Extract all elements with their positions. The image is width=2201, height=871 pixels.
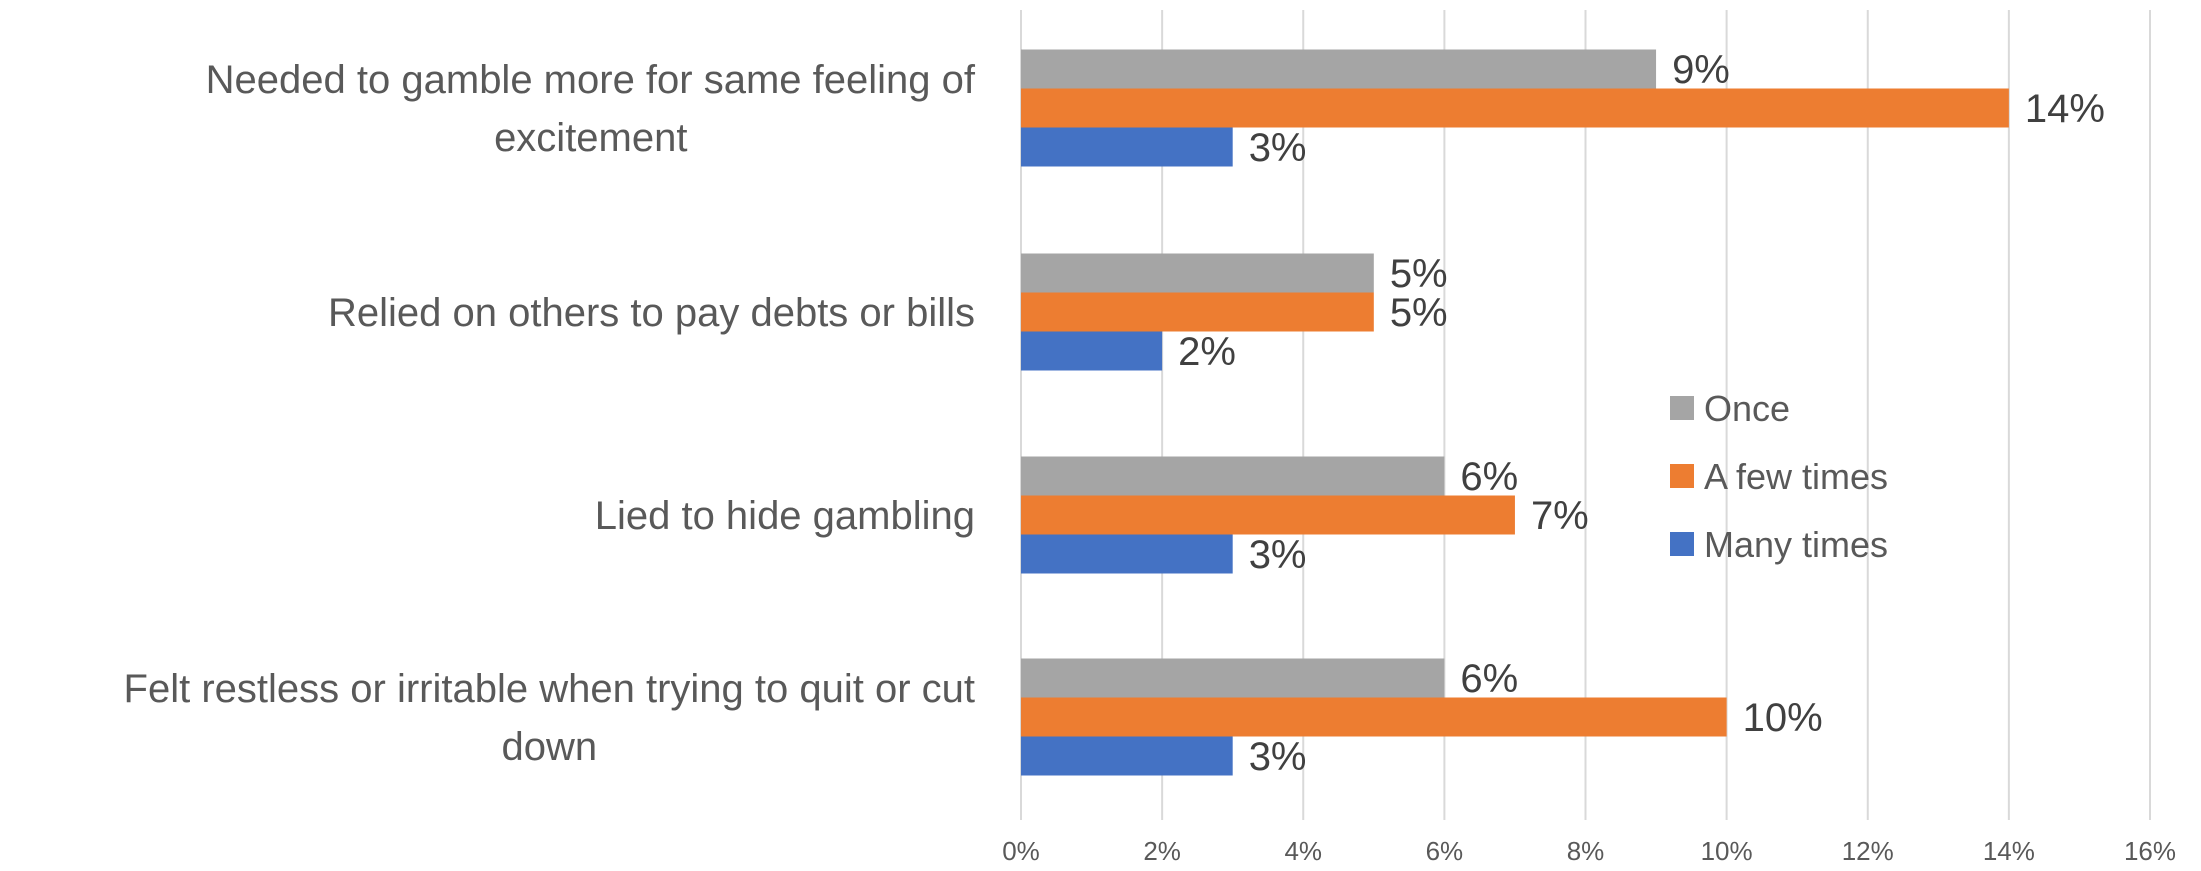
x-tick-label: 14% — [1983, 836, 2035, 866]
bar-many-times-0 — [1021, 127, 1233, 167]
category-label: Needed to gamble more for same feeling o… — [206, 58, 976, 102]
x-tick-label: 2% — [1143, 836, 1181, 866]
x-axis-tick-labels: 0% 2% 4% 6% 8% 10% 12% 14% 16% — [1002, 836, 2176, 866]
category-label: excitement — [494, 116, 687, 160]
legend-label: A few times — [1704, 456, 1888, 497]
x-tick-label: 6% — [1426, 836, 1464, 866]
legend-label: Once — [1704, 388, 1790, 429]
data-label: 3% — [1249, 533, 1307, 577]
category-label: Relied on others to pay debts or bills — [328, 291, 975, 335]
category-label: down — [501, 725, 597, 769]
data-label: 7% — [1531, 494, 1589, 538]
data-label: 9% — [1672, 48, 1730, 92]
data-labels: 9% 14% 3% 5%5% 2% 6% 7% 3% 6% 10% 3% — [1178, 48, 2105, 779]
legend-swatch — [1670, 396, 1694, 420]
bars — [1021, 49, 2009, 776]
x-tick-label: 16% — [2124, 836, 2176, 866]
data-label: 6% — [1460, 657, 1518, 701]
bar-once-2 — [1021, 456, 1445, 496]
bar-a-few-times-3 — [1021, 697, 1727, 737]
bar-a-few-times-0 — [1021, 88, 2009, 128]
legend-swatch — [1670, 532, 1694, 556]
data-label: 3% — [1249, 126, 1307, 170]
bar-once-0 — [1021, 49, 1657, 89]
data-label: 2% — [1178, 330, 1236, 374]
x-tick-label: 10% — [1701, 836, 1753, 866]
legend-label: Many times — [1704, 524, 1888, 565]
bar-once-3 — [1021, 658, 1445, 698]
x-tick-label: 8% — [1567, 836, 1605, 866]
x-tick-label: 4% — [1284, 836, 1322, 866]
category-label: Felt restless or irritable when trying t… — [124, 667, 975, 711]
bar-a-few-times-1 — [1021, 292, 1374, 332]
data-label: 5% — [1390, 291, 1448, 335]
data-label: 14% — [2025, 87, 2105, 131]
data-label: 10% — [1743, 696, 1823, 740]
legend: Once A few times Many times — [1670, 388, 1888, 565]
bar-once-1 — [1021, 253, 1374, 293]
data-label: 6% — [1460, 455, 1518, 499]
x-tick-label: 12% — [1842, 836, 1894, 866]
data-label: 5% — [1390, 252, 1448, 296]
category-label: Lied to hide gambling — [595, 494, 975, 538]
x-tick-label: 0% — [1002, 836, 1040, 866]
legend-swatch — [1670, 464, 1694, 488]
bar-many-times-1 — [1021, 331, 1163, 371]
category-labels: Needed to gamble more for same feeling o… — [124, 58, 976, 769]
bar-many-times-2 — [1021, 534, 1233, 574]
data-label: 3% — [1249, 735, 1307, 779]
bar-many-times-3 — [1021, 736, 1233, 776]
bar-a-few-times-2 — [1021, 495, 1515, 535]
